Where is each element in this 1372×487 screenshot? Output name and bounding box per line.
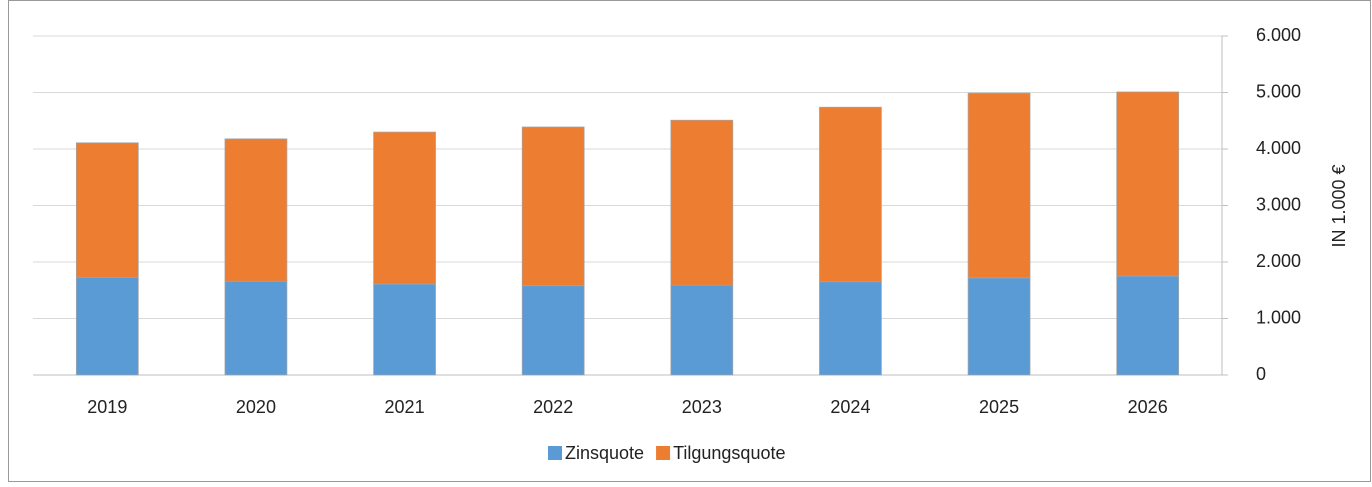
bar-segment — [819, 106, 882, 283]
legend-label: Tilgungsquote — [673, 443, 785, 463]
bar-segment — [224, 280, 288, 376]
bar-segment — [75, 142, 139, 278]
bar-segment — [521, 285, 585, 376]
x-tick-label: 2026 — [1128, 397, 1168, 417]
legend-swatch — [656, 446, 671, 460]
x-tick-label: 2019 — [87, 397, 127, 417]
bar-segment — [967, 277, 1031, 376]
bar-segment — [670, 284, 734, 376]
x-tick-label: 2021 — [385, 397, 425, 417]
legend-swatch — [548, 446, 562, 460]
bar-segment — [224, 138, 288, 282]
bar-segment — [373, 283, 436, 376]
x-tick-label: 2025 — [979, 397, 1019, 417]
bar-segment — [819, 281, 882, 376]
y-tick-label: 3.000 — [1256, 194, 1301, 214]
y-tick-label: 4.000 — [1256, 138, 1301, 158]
bar-segment — [967, 92, 1031, 279]
y-tick-label: 1.000 — [1256, 307, 1301, 327]
x-tick-label: 2022 — [533, 397, 573, 417]
x-tick-label: 2020 — [236, 397, 276, 417]
x-tick-label: 2024 — [830, 397, 870, 417]
y-tick-label: 5.000 — [1256, 81, 1301, 101]
legend-label: Zinsquote — [565, 443, 644, 463]
y-tick-label: 6.000 — [1256, 25, 1301, 45]
y-tick-label: 2.000 — [1256, 251, 1301, 271]
bar-segment — [670, 119, 734, 286]
bar-segment — [373, 131, 436, 285]
y-tick-label: 0 — [1256, 364, 1266, 384]
bar-segment — [1116, 275, 1180, 376]
bar-segment — [75, 276, 139, 376]
bar-segment — [521, 126, 585, 287]
y-axis-title: IN 1.000 € — [1329, 164, 1349, 247]
x-tick-label: 2023 — [682, 397, 722, 417]
bar-segment — [1116, 91, 1180, 277]
